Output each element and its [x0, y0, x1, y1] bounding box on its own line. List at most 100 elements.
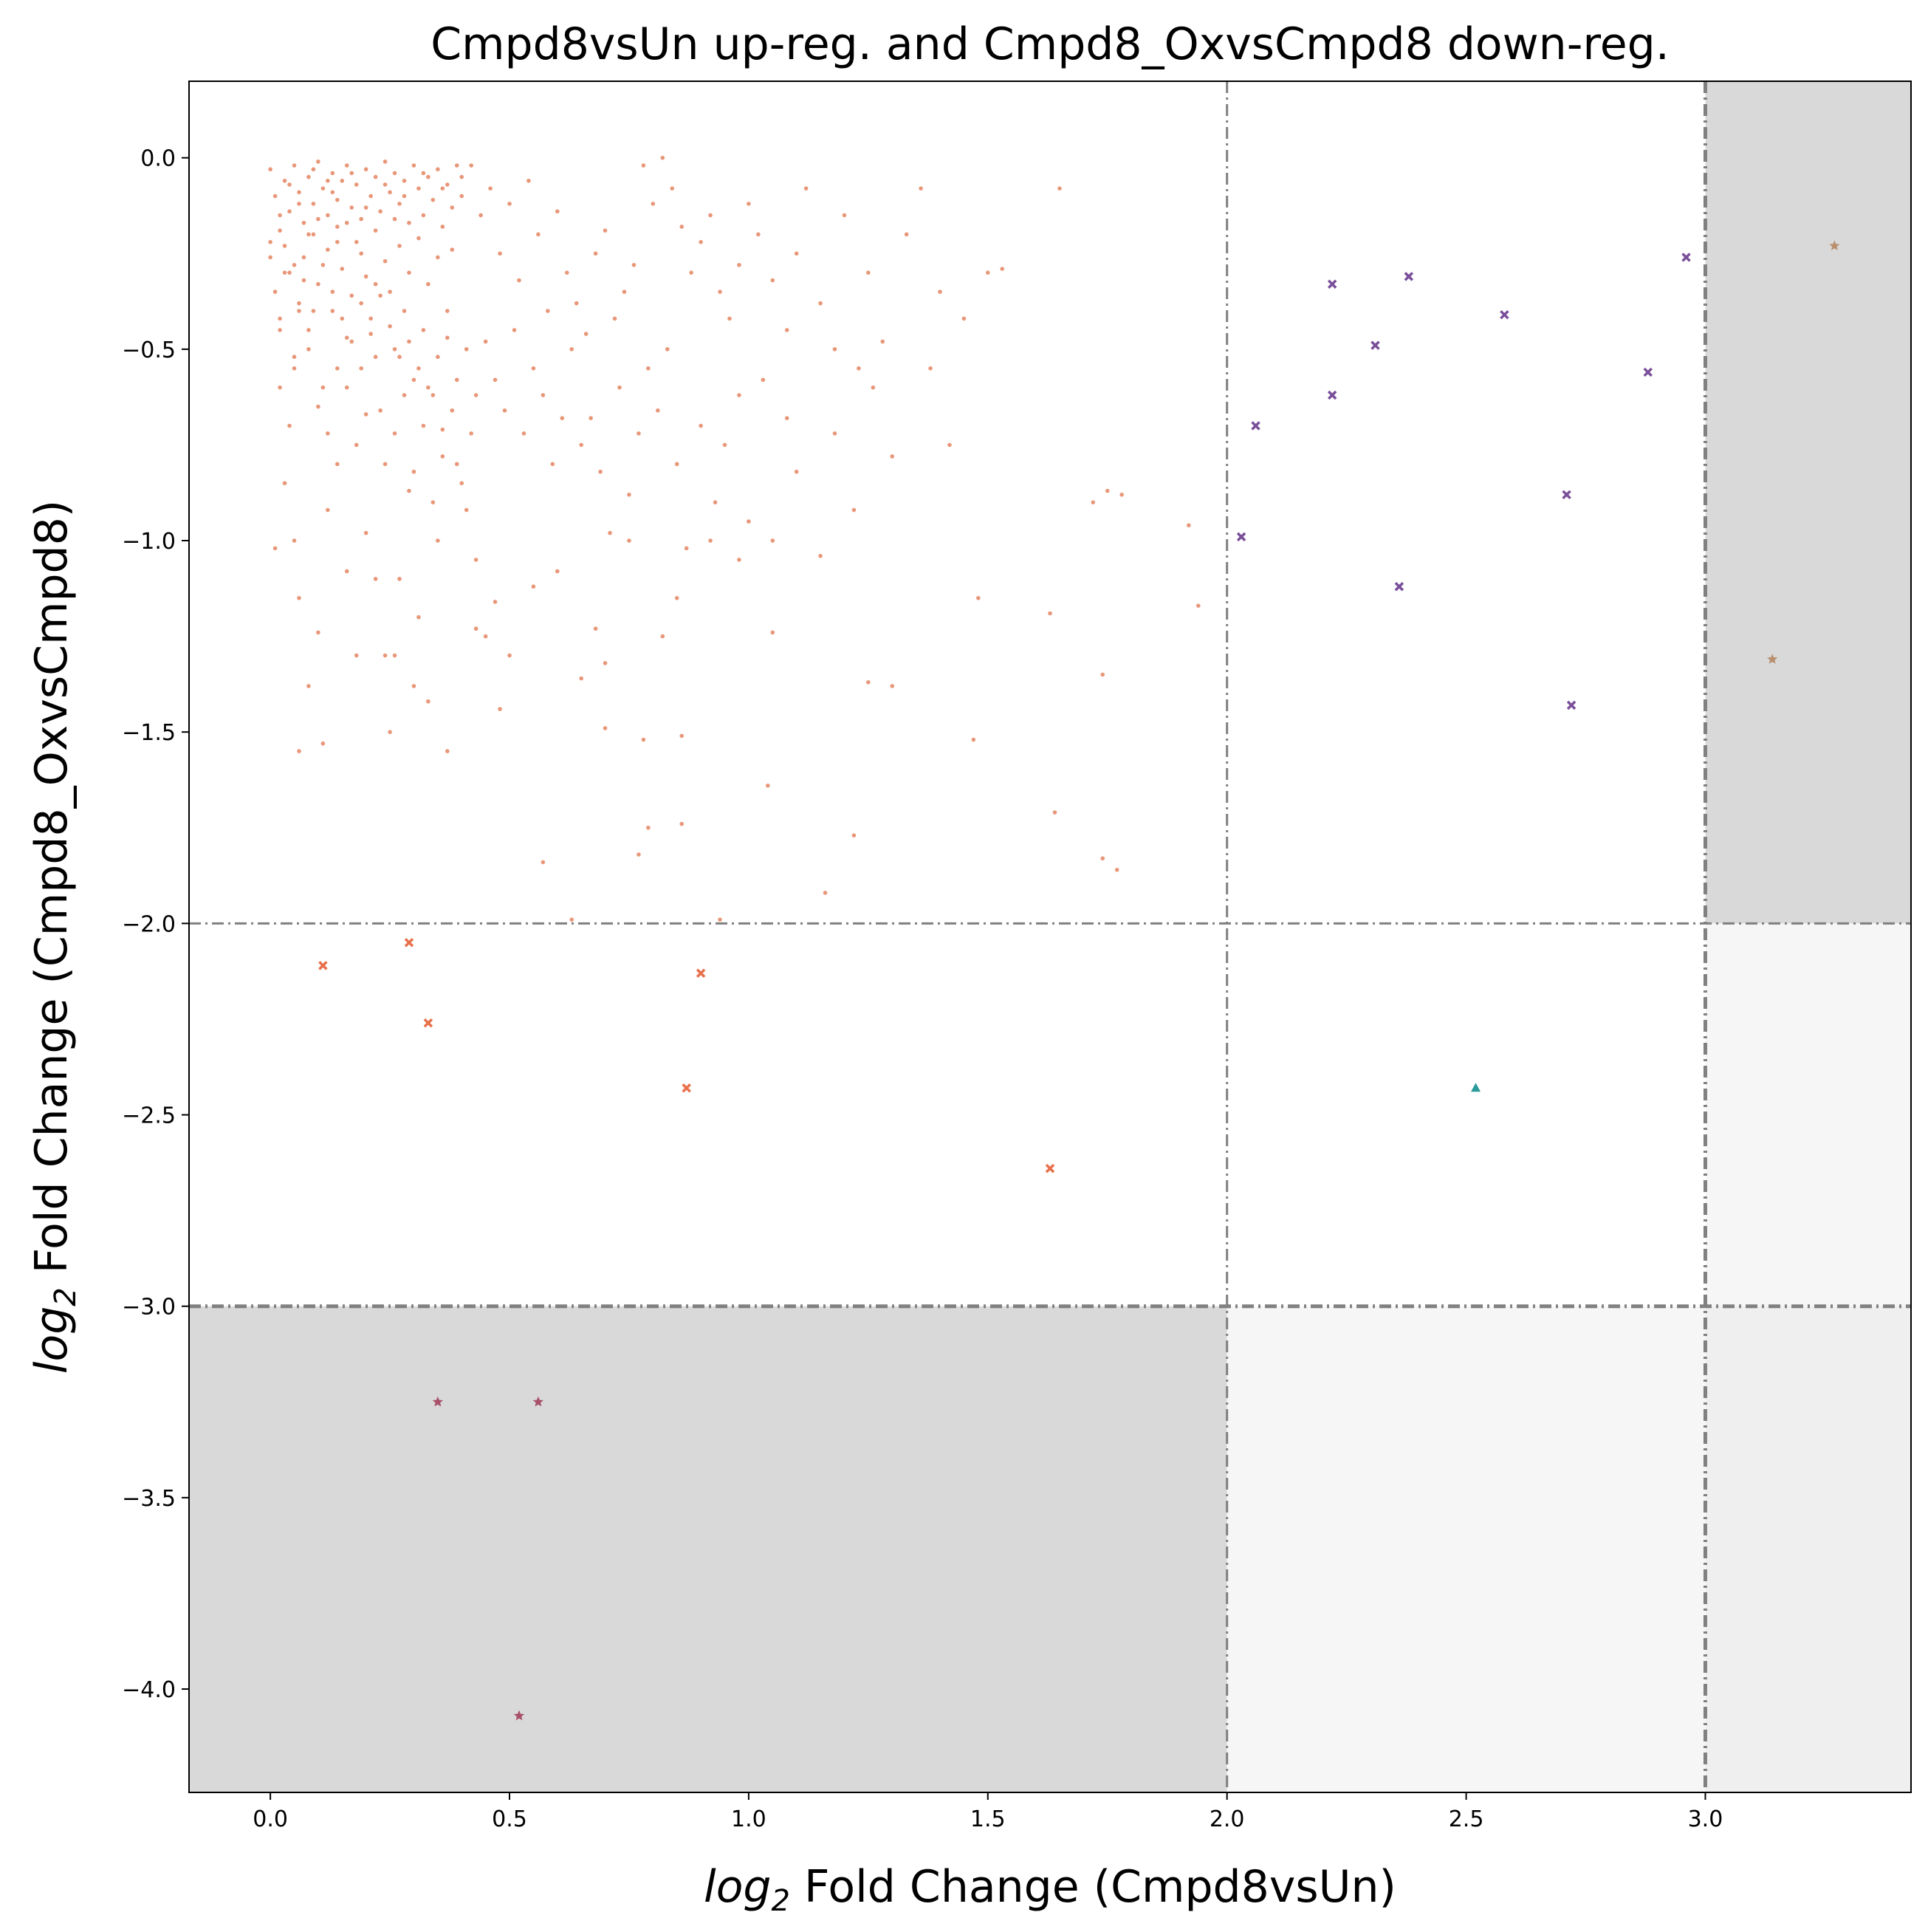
data-point [851, 507, 857, 513]
data-point [656, 408, 660, 413]
data-point-x-stroke [318, 961, 328, 970]
data-point [459, 481, 464, 486]
data-point-star [432, 1396, 443, 1407]
data-point [368, 316, 373, 321]
x-tick-label: 0.5 [492, 1806, 527, 1832]
data-point [445, 335, 450, 340]
x-tick-label: 1.0 [731, 1806, 766, 1832]
data-point [564, 270, 569, 275]
data-point [536, 232, 541, 237]
data-point [440, 225, 445, 229]
data-point [426, 699, 430, 704]
data-point [517, 278, 521, 283]
data-point [464, 347, 469, 352]
data-point [436, 255, 440, 260]
data-point [674, 595, 679, 600]
y-tick-label: −1.5 [122, 720, 176, 746]
x-tick-label: 2.5 [1449, 1806, 1484, 1832]
data-point [521, 431, 526, 436]
data-point [450, 247, 455, 252]
data-point [493, 600, 498, 604]
data-point [770, 278, 775, 283]
data-point [919, 186, 923, 191]
data-point [282, 178, 287, 183]
data-point [445, 749, 450, 753]
data-point [1000, 267, 1005, 271]
data-point [363, 412, 368, 417]
data-point [402, 393, 407, 397]
chart-title: Cmpd8vsUn up-reg. and Cmpd8_OxvsCmpd8 do… [430, 18, 1670, 70]
data-point [311, 232, 316, 237]
data-point [560, 416, 565, 420]
data-point [651, 202, 656, 206]
data-point [473, 558, 478, 562]
data-point [378, 408, 382, 413]
data-point [569, 347, 574, 352]
data-point [617, 385, 622, 390]
data-point [416, 366, 421, 371]
data-point [306, 174, 311, 179]
data-point-x-stroke [404, 938, 414, 948]
data-point [450, 408, 455, 413]
data-point [1091, 500, 1096, 504]
data-point [583, 332, 589, 336]
data-point [498, 251, 502, 256]
data-point [679, 733, 685, 739]
data-point-x-marker [1370, 340, 1380, 350]
data-point [411, 163, 416, 168]
data-point [397, 577, 402, 581]
x-axis-label-text: Fold Change (Cmpd8vsUn) [790, 1861, 1396, 1913]
data-point [349, 171, 354, 176]
data-point [326, 431, 330, 436]
shade-top-right [1705, 81, 1911, 924]
x-axis-label-subscript: 2 [772, 1884, 790, 1918]
data-point [947, 442, 952, 448]
data-point [699, 423, 703, 428]
data-point [1187, 523, 1191, 528]
data-point [546, 309, 550, 313]
data-point [363, 530, 368, 535]
data-point [411, 469, 416, 474]
data-point [478, 213, 483, 218]
data-point [1105, 488, 1110, 493]
data-point-x-stroke [1643, 367, 1653, 377]
data-point [382, 258, 388, 264]
data-point [756, 232, 761, 237]
data-point [378, 293, 382, 298]
y-tick-label: −0.5 [122, 338, 176, 363]
data-point [430, 197, 436, 202]
data-point [938, 290, 942, 294]
data-point [316, 281, 320, 287]
threshold-lines [189, 81, 1911, 1792]
data-point [842, 213, 847, 218]
data-point [770, 538, 775, 543]
y-tick-label: −2.0 [122, 911, 176, 937]
data-point [1057, 186, 1062, 191]
data-point-star [513, 1710, 525, 1721]
data-point [507, 653, 512, 658]
data-point [330, 190, 335, 195]
data-point [335, 462, 340, 467]
data-point [612, 316, 617, 321]
data-point [306, 232, 311, 237]
data-point [411, 377, 416, 383]
data-point [378, 209, 382, 214]
data-point [971, 737, 976, 742]
x-tick-label: 2.0 [1210, 1806, 1245, 1832]
data-point [426, 174, 430, 179]
data-point-x-stroke [1500, 309, 1509, 320]
x-tick-label: 1.5 [970, 1806, 1006, 1832]
data-point [407, 488, 411, 493]
data-point-x-stroke [1251, 421, 1260, 431]
data-point [569, 917, 574, 922]
data-point [450, 205, 455, 210]
data-point [674, 462, 679, 467]
data-point [961, 316, 967, 321]
data-point [397, 354, 402, 360]
data-point-x-marker [1251, 421, 1260, 431]
data-point [311, 202, 316, 206]
data-point [426, 281, 430, 287]
y-axis-label: log2 Fold Change (Cmpd8_OxvsCmpd8) [26, 500, 83, 1374]
shade-right-middle [1705, 923, 1911, 1306]
data-point [382, 653, 388, 658]
